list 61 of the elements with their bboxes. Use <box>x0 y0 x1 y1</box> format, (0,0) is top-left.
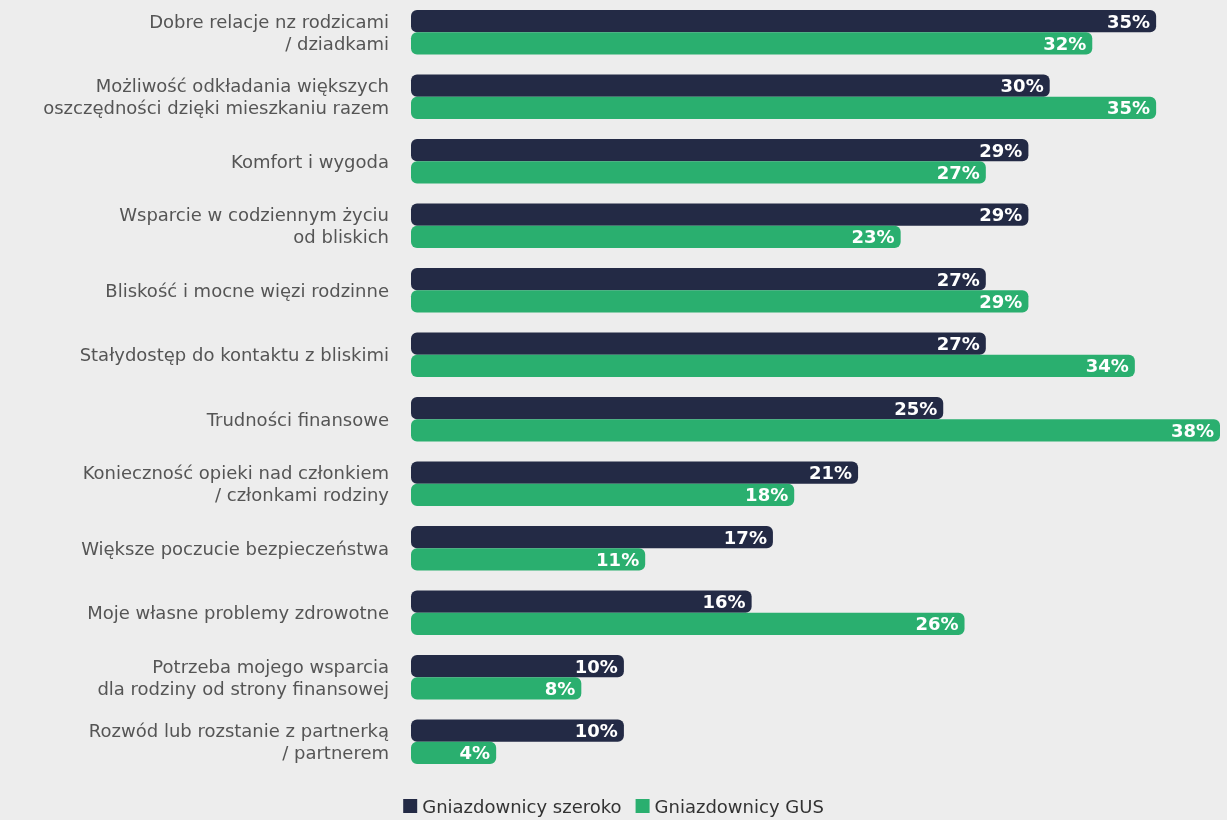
data-label: 29% <box>979 290 1023 312</box>
data-label: 34% <box>1085 355 1129 377</box>
y-tick-label: Moje własne problemy zdrowotne <box>87 602 389 624</box>
bar <box>411 655 624 678</box>
bar <box>411 203 1029 226</box>
y-tick-label: Możliwość odkładania większych oszczędności dzięki mieszkaniu razem <box>43 75 389 119</box>
bar <box>411 10 1157 33</box>
data-label: 10% <box>574 655 618 677</box>
data-label: 17% <box>723 526 767 548</box>
data-label: 35% <box>1107 10 1151 32</box>
bar <box>411 397 944 420</box>
data-label: 30% <box>1000 75 1044 97</box>
y-tick-label: Komfort i wygoda <box>231 150 389 172</box>
y-tick-label: Większe poczucie bezpieczeństwa <box>81 537 389 559</box>
bar <box>411 483 795 506</box>
bar <box>411 590 752 613</box>
data-label: 29% <box>979 204 1023 226</box>
y-tick-label: Rozwód lub rozstanie z partnerką / partnerem <box>88 720 389 764</box>
data-label: 16% <box>702 591 746 613</box>
data-label: 27% <box>936 268 980 290</box>
data-label: 23% <box>851 226 895 248</box>
bar <box>411 161 986 184</box>
data-label: 27% <box>936 161 980 183</box>
y-tick-label: Bliskość i mocne więzi rodzinne <box>105 279 389 301</box>
data-label: 21% <box>808 462 853 484</box>
bar <box>411 290 1029 313</box>
data-label: 29% <box>979 139 1023 161</box>
bar <box>411 612 965 635</box>
data-label: 25% <box>894 397 938 419</box>
data-label: 11% <box>596 548 640 570</box>
data-label: 27% <box>936 333 980 355</box>
data-label: 18% <box>745 484 789 506</box>
y-tick-label: Trudności finansowe <box>205 408 389 430</box>
bar <box>411 139 1029 162</box>
y-tick-label: Dobre relacje nz rodzicami / dziadkami <box>149 10 389 54</box>
y-tick-label: Stałydostęp do kontaktu z bliskimi <box>79 344 389 366</box>
data-label: 32% <box>1043 32 1087 54</box>
bar <box>411 461 859 484</box>
data-label: 10% <box>574 720 618 742</box>
bar <box>411 526 773 549</box>
y-tick-label: Konieczność opieki nad członkiem / członkami rodziny <box>82 462 390 506</box>
bar <box>411 548 646 571</box>
legend-label: Gniazdownicy GUS <box>654 795 824 817</box>
bar <box>411 225 901 248</box>
data-label: 4% <box>459 742 491 764</box>
data-label: 26% <box>915 613 959 635</box>
bar <box>411 719 624 742</box>
data-label: 35% <box>1107 97 1151 119</box>
data-label: 38% <box>1170 419 1214 441</box>
bar <box>411 419 1220 442</box>
data-label: 8% <box>544 677 576 699</box>
legend-label: Gniazdownicy szeroko <box>422 795 622 817</box>
bar <box>411 677 582 700</box>
y-tick-label: Potrzeba mojego wsparcia dla rodziny od strony finansowej <box>97 655 389 699</box>
bar <box>411 354 1135 377</box>
bar <box>411 74 1050 97</box>
bar <box>411 268 986 291</box>
y-tick-label: Wsparcie w codziennym życiu od bliskich <box>119 204 389 248</box>
bar <box>411 96 1157 119</box>
bar <box>411 332 986 355</box>
bar <box>411 32 1093 55</box>
